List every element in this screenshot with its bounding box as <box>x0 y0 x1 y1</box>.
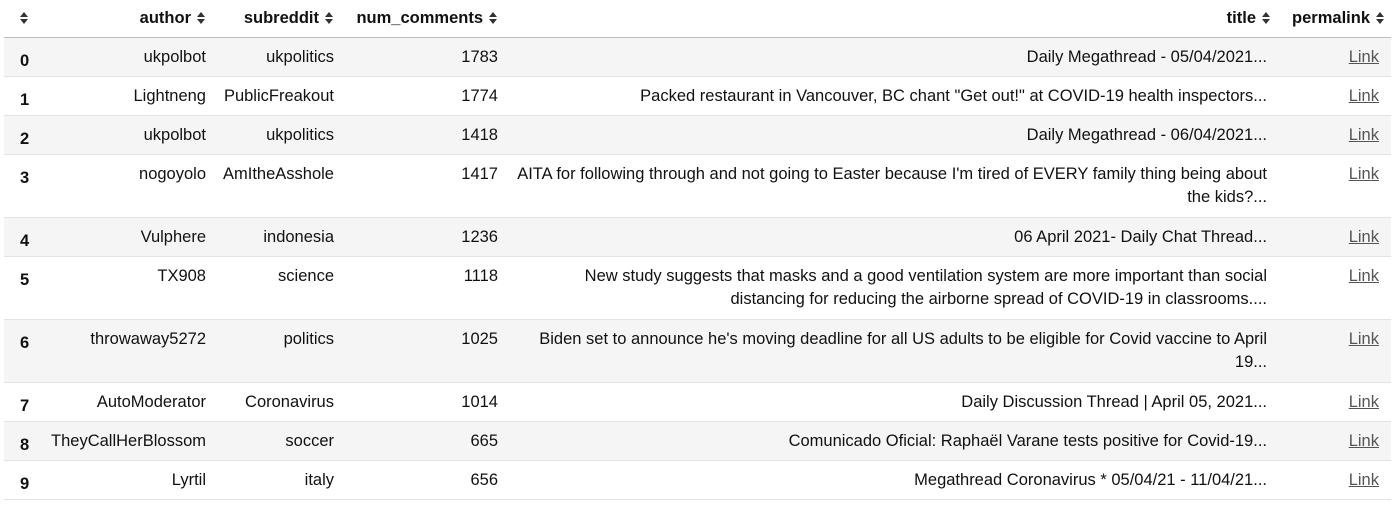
cell-title: Daily Megathread - 05/04/2021... <box>504 37 1277 77</box>
table-row: 7 AutoModerator Coronavirus 1014 Daily D… <box>4 382 1391 422</box>
table-row: 3 nogoyolo AmItheAsshole 1417 AITA for f… <box>4 154 1391 218</box>
cell-permalink: Link <box>1277 115 1391 155</box>
table-row: 2 ukpolbot ukpolitics 1418 Daily Megathr… <box>4 115 1391 155</box>
cell-title: Daily Megathread - 06/04/2021... <box>504 115 1277 155</box>
permalink-link[interactable]: Link <box>1348 329 1379 348</box>
cell-author: nogoyolo <box>40 154 212 218</box>
column-header-permalink[interactable]: permalink <box>1277 0 1391 38</box>
cell-title: 06 April 2021- Daily Chat Thread... <box>504 217 1277 257</box>
cell-num-comments: 1025 <box>340 319 504 383</box>
column-header-author[interactable]: author <box>40 0 212 38</box>
sort-icon[interactable] <box>324 11 334 25</box>
table-row: 5 TX908 science 1118 New study suggests … <box>4 256 1391 320</box>
cell-title: Packed restaurant in Vancouver, BC chant… <box>504 76 1277 116</box>
column-header-subreddit[interactable]: subreddit <box>212 0 340 38</box>
sort-icon[interactable] <box>1261 11 1271 25</box>
cell-author: ukpolbot <box>40 37 212 77</box>
cell-subreddit: Coronavirus <box>212 382 340 422</box>
permalink-link[interactable]: Link <box>1348 266 1379 285</box>
row-index: 6 <box>4 319 40 383</box>
column-header-label: author <box>139 8 191 27</box>
cell-permalink: Link <box>1277 256 1391 320</box>
table-row: 9 Lyrtil italy 656 Megathread Coronaviru… <box>4 460 1391 500</box>
cell-title: Biden set to announce he's moving deadli… <box>504 319 1277 383</box>
column-header-label: subreddit <box>243 8 319 27</box>
cell-author: TX908 <box>40 256 212 320</box>
permalink-link[interactable]: Link <box>1348 431 1379 450</box>
cell-subreddit: politics <box>212 319 340 383</box>
row-index: 8 <box>4 421 40 461</box>
cell-permalink: Link <box>1277 154 1391 218</box>
cell-author: Lightneng <box>40 76 212 116</box>
row-index: 1 <box>4 76 40 116</box>
row-index: 3 <box>4 154 40 218</box>
table-row: 6 throwaway5272 politics 1025 Biden set … <box>4 319 1391 383</box>
sort-icon[interactable] <box>19 11 29 25</box>
cell-num-comments: 656 <box>340 460 504 500</box>
column-header-label: num_comments <box>356 8 483 27</box>
cell-subreddit: ukpolitics <box>212 115 340 155</box>
cell-permalink: Link <box>1277 382 1391 422</box>
results-table: author subreddit num_comments title perm… <box>4 0 1391 500</box>
column-header-num-comments[interactable]: num_comments <box>340 0 504 38</box>
permalink-link[interactable]: Link <box>1348 227 1379 246</box>
cell-subreddit: indonesia <box>212 217 340 257</box>
column-header-label: permalink <box>1292 8 1370 27</box>
permalink-link[interactable]: Link <box>1348 47 1379 66</box>
row-index: 5 <box>4 256 40 320</box>
column-header-index[interactable] <box>4 0 40 38</box>
cell-author: TheyCallHerBlossom <box>40 421 212 461</box>
sort-icon[interactable] <box>488 11 498 25</box>
cell-subreddit: AmItheAsshole <box>212 154 340 218</box>
row-index: 0 <box>4 37 40 77</box>
cell-num-comments: 1417 <box>340 154 504 218</box>
cell-author: throwaway5272 <box>40 319 212 383</box>
permalink-link[interactable]: Link <box>1348 164 1379 183</box>
permalink-link[interactable]: Link <box>1348 470 1379 489</box>
cell-num-comments: 1774 <box>340 76 504 116</box>
table-row: 0 ukpolbot ukpolitics 1783 Daily Megathr… <box>4 37 1391 77</box>
cell-title: Comunicado Oficial: Raphaël Varane tests… <box>504 421 1277 461</box>
cell-permalink: Link <box>1277 421 1391 461</box>
table-row: 1 Lightneng PublicFreakout 1774 Packed r… <box>4 76 1391 116</box>
cell-permalink: Link <box>1277 460 1391 500</box>
cell-num-comments: 1783 <box>340 37 504 77</box>
cell-title: AITA for following through and not going… <box>504 154 1277 218</box>
cell-subreddit: PublicFreakout <box>212 76 340 116</box>
cell-subreddit: soccer <box>212 421 340 461</box>
row-index: 4 <box>4 217 40 257</box>
cell-title: Daily Discussion Thread | April 05, 2021… <box>504 382 1277 422</box>
row-index: 2 <box>4 115 40 155</box>
cell-title: Megathread Coronavirus * 05/04/21 - 11/0… <box>504 460 1277 500</box>
cell-num-comments: 1236 <box>340 217 504 257</box>
table-row: 4 Vulphere indonesia 1236 06 April 2021-… <box>4 217 1391 257</box>
table-row: 8 TheyCallHerBlossom soccer 665 Comunica… <box>4 421 1391 461</box>
row-index: 7 <box>4 382 40 422</box>
cell-num-comments: 1014 <box>340 382 504 422</box>
permalink-link[interactable]: Link <box>1348 86 1379 105</box>
row-index: 9 <box>4 460 40 500</box>
cell-permalink: Link <box>1277 319 1391 383</box>
cell-num-comments: 1118 <box>340 256 504 320</box>
cell-permalink: Link <box>1277 217 1391 257</box>
cell-subreddit: italy <box>212 460 340 500</box>
cell-permalink: Link <box>1277 76 1391 116</box>
cell-author: ukpolbot <box>40 115 212 155</box>
cell-author: Vulphere <box>40 217 212 257</box>
cell-permalink: Link <box>1277 37 1391 77</box>
permalink-link[interactable]: Link <box>1348 125 1379 144</box>
header-row: author subreddit num_comments title perm… <box>4 0 1391 38</box>
permalink-link[interactable]: Link <box>1348 392 1379 411</box>
cell-author: Lyrtil <box>40 460 212 500</box>
column-header-title[interactable]: title <box>504 0 1277 38</box>
cell-author: AutoModerator <box>40 382 212 422</box>
cell-subreddit: science <box>212 256 340 320</box>
cell-num-comments: 1418 <box>340 115 504 155</box>
column-header-label: title <box>1226 8 1256 27</box>
cell-subreddit: ukpolitics <box>212 37 340 77</box>
cell-num-comments: 665 <box>340 421 504 461</box>
sort-icon[interactable] <box>1375 11 1385 25</box>
cell-title: New study suggests that masks and a good… <box>504 256 1277 320</box>
sort-icon[interactable] <box>196 11 206 25</box>
